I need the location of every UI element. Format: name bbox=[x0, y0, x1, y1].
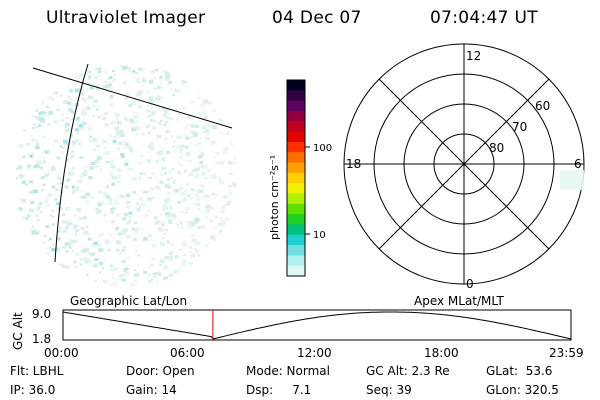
gc-alt-field: GC Alt: 2.3 Re bbox=[366, 364, 450, 378]
colorbar-swatch bbox=[287, 265, 305, 277]
left-panel-caption: Geographic Lat/Lon bbox=[70, 294, 187, 308]
polar-diagonal bbox=[378, 78, 550, 250]
colorbar-frame bbox=[286, 79, 306, 277]
colorbar bbox=[286, 79, 306, 277]
mlt-label-6: 6 bbox=[574, 157, 582, 171]
colorbar-swatch bbox=[287, 141, 305, 153]
right-panel-caption: Apex MLat/MLT bbox=[414, 294, 504, 308]
dsp-field: Dsp: 7.1 bbox=[246, 383, 312, 397]
lat-label-80: 80 bbox=[489, 141, 504, 155]
door-field: Door: Open bbox=[126, 364, 195, 378]
seq-field: Seq: 39 bbox=[366, 383, 412, 397]
colorbar-swatch bbox=[287, 255, 305, 267]
colorbar-swatch bbox=[287, 90, 305, 102]
colorbar-swatch bbox=[287, 162, 305, 174]
altitude-xtick-1: 06:00 bbox=[170, 346, 205, 360]
altitude-plot: GC Alt 9.0 1.8 00:00 06:00 12:00 18:00 2… bbox=[11, 307, 584, 360]
glat-field: GLat: 53.6 bbox=[486, 364, 553, 378]
date-label: 04 Dec 07 bbox=[272, 8, 362, 28]
colorbar-swatch bbox=[287, 183, 305, 195]
colorbar-swatch bbox=[287, 131, 305, 143]
geographic-grid-line bbox=[32, 67, 233, 129]
glon-field: GLon: 320.5 bbox=[486, 383, 559, 397]
colorbar-swatch bbox=[287, 110, 305, 122]
altitude-ylabel: GC Alt bbox=[11, 312, 25, 350]
instrument-title: Ultraviolet Imager bbox=[46, 8, 206, 28]
polar-grid bbox=[343, 43, 585, 285]
colorbar-tick-label-10: 10 bbox=[313, 230, 326, 241]
gain-field: Gain: 14 bbox=[126, 383, 177, 397]
colorbar-swatch bbox=[287, 203, 305, 215]
colorbar-swatch bbox=[287, 80, 305, 91]
colorbar-swatch bbox=[287, 193, 305, 205]
altitude-xtick-4: 23:59 bbox=[549, 346, 584, 360]
altitude-ytick-bottom: 1.8 bbox=[32, 332, 51, 346]
colorbar-swatch bbox=[287, 152, 305, 164]
mlt-label-18: 18 bbox=[346, 157, 361, 171]
uv-emission-speckles bbox=[15, 64, 237, 287]
uv-image-panel bbox=[15, 63, 237, 287]
altitude-ytick-top: 9.0 bbox=[32, 307, 51, 321]
altitude-xtick-3: 18:00 bbox=[424, 346, 459, 360]
geographic-grid-line bbox=[54, 63, 89, 263]
colorbar-tick-label-100: 100 bbox=[313, 143, 332, 154]
altitude-xtick-0: 00:00 bbox=[44, 346, 79, 360]
mlt-label-12: 12 bbox=[466, 49, 481, 63]
polar-edge-emission bbox=[560, 170, 584, 190]
colorbar-swatch bbox=[287, 224, 305, 236]
lat-label-60: 60 bbox=[535, 99, 550, 113]
altitude-curve bbox=[62, 311, 572, 340]
polar-labels: 12 0 18 6 60 70 80 bbox=[346, 49, 582, 291]
filter-field: Flt: LBHL bbox=[10, 364, 64, 378]
colorbar-swatch bbox=[287, 234, 305, 246]
mlt-label-0: 0 bbox=[466, 277, 474, 291]
colorbar-swatch bbox=[287, 100, 305, 112]
lat-label-70: 70 bbox=[512, 120, 527, 134]
ip-field: IP: 36.0 bbox=[10, 383, 56, 397]
mode-field: Mode: Normal bbox=[246, 364, 330, 378]
colorbar-swatch bbox=[287, 121, 305, 133]
colorbar-label: photon cm⁻²s⁻¹ bbox=[268, 155, 281, 240]
colorbar-swatch bbox=[287, 245, 305, 256]
altitude-xtick-2: 12:00 bbox=[297, 346, 332, 360]
altitude-plot-frame bbox=[62, 309, 572, 341]
time-label: 07:04:47 UT bbox=[430, 8, 538, 28]
colorbar-swatch bbox=[287, 214, 305, 226]
colorbar-swatch bbox=[287, 172, 305, 184]
